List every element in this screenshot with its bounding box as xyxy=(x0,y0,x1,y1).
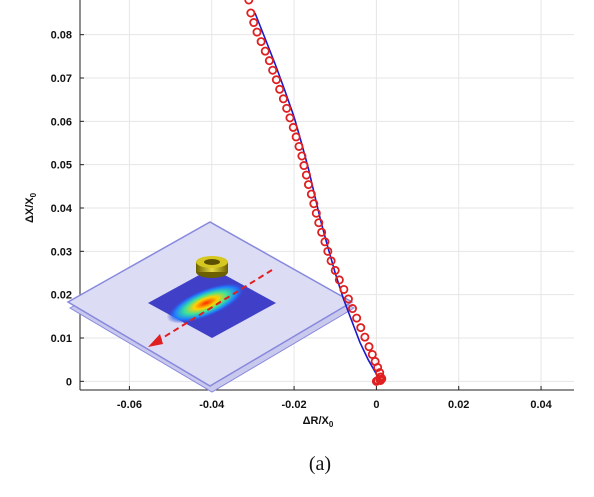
x-tick-label: -0.02 xyxy=(282,399,307,411)
data-point xyxy=(301,170,311,180)
x-tick-label: -0.06 xyxy=(117,399,142,411)
x-tick-label: 0.02 xyxy=(448,399,469,411)
data-point xyxy=(297,151,307,161)
data-point xyxy=(256,37,266,47)
data-point xyxy=(330,265,340,275)
data-point xyxy=(252,27,262,37)
data-point xyxy=(288,122,298,132)
data-point xyxy=(249,18,259,28)
data-point xyxy=(320,237,330,247)
data-point xyxy=(299,161,309,171)
figure-caption: (a) xyxy=(309,453,331,475)
data-point xyxy=(244,0,254,5)
data-point xyxy=(246,8,256,18)
grid-lines xyxy=(80,0,574,390)
inset-device-illustration xyxy=(66,221,355,393)
data-point xyxy=(309,199,319,209)
data-point xyxy=(364,342,374,352)
data-point xyxy=(260,46,270,56)
y-tick-label: 0.07 xyxy=(51,73,72,85)
y-tick-label: 0.06 xyxy=(51,116,72,128)
y-tick-labels: 0 0.01 0.02 0.03 0.04 0.05 0.06 0.07 0.08 xyxy=(51,30,73,389)
data-point xyxy=(348,304,358,314)
data-point xyxy=(278,94,288,104)
data-point xyxy=(314,218,324,228)
inset-arrow-line xyxy=(155,269,273,343)
data-point xyxy=(356,323,366,333)
x-axis-label: ΔR/X0 xyxy=(303,415,334,429)
x-tick-label: 0.04 xyxy=(530,399,552,411)
data-point xyxy=(268,65,278,75)
data-series xyxy=(244,0,387,386)
data-point xyxy=(264,56,274,66)
inset-arrow-head xyxy=(148,334,163,347)
y-tick-label: 0.04 xyxy=(51,203,73,215)
y-tick-label: 0.03 xyxy=(51,246,72,258)
data-point xyxy=(311,208,321,218)
y-axis-label: ΔX/X0 xyxy=(24,192,38,223)
data-point xyxy=(285,113,295,123)
x-tick-label: -0.04 xyxy=(199,399,225,411)
data-point xyxy=(303,180,313,190)
data-point xyxy=(275,84,285,94)
y-tick-label: 0.08 xyxy=(51,30,72,42)
data-point xyxy=(271,75,281,85)
data-point xyxy=(306,189,316,199)
inset-ring-resonator xyxy=(196,256,228,278)
data-point xyxy=(294,141,304,151)
data-point xyxy=(373,362,383,372)
data-point xyxy=(291,132,301,142)
data-point xyxy=(326,256,336,266)
data-point xyxy=(343,294,353,304)
data-point xyxy=(339,284,349,294)
plot-axes xyxy=(79,0,574,391)
inset-field-heatmap xyxy=(166,282,246,324)
data-point xyxy=(317,227,327,237)
y-tick-label: 0.02 xyxy=(51,290,72,302)
y-tick-label: 0.01 xyxy=(51,333,72,345)
data-point xyxy=(360,332,370,342)
data-point xyxy=(334,275,344,285)
x-tick-label: 0 xyxy=(373,399,379,411)
y-tick-label: 0 xyxy=(66,376,72,388)
x-tick-labels: -0.06 -0.04 -0.02 0 0.02 0.04 xyxy=(117,399,553,411)
data-point xyxy=(282,103,292,113)
data-point xyxy=(377,374,387,384)
data-point xyxy=(323,246,333,256)
y-tick-label: 0.05 xyxy=(51,160,72,172)
data-point xyxy=(352,313,362,323)
